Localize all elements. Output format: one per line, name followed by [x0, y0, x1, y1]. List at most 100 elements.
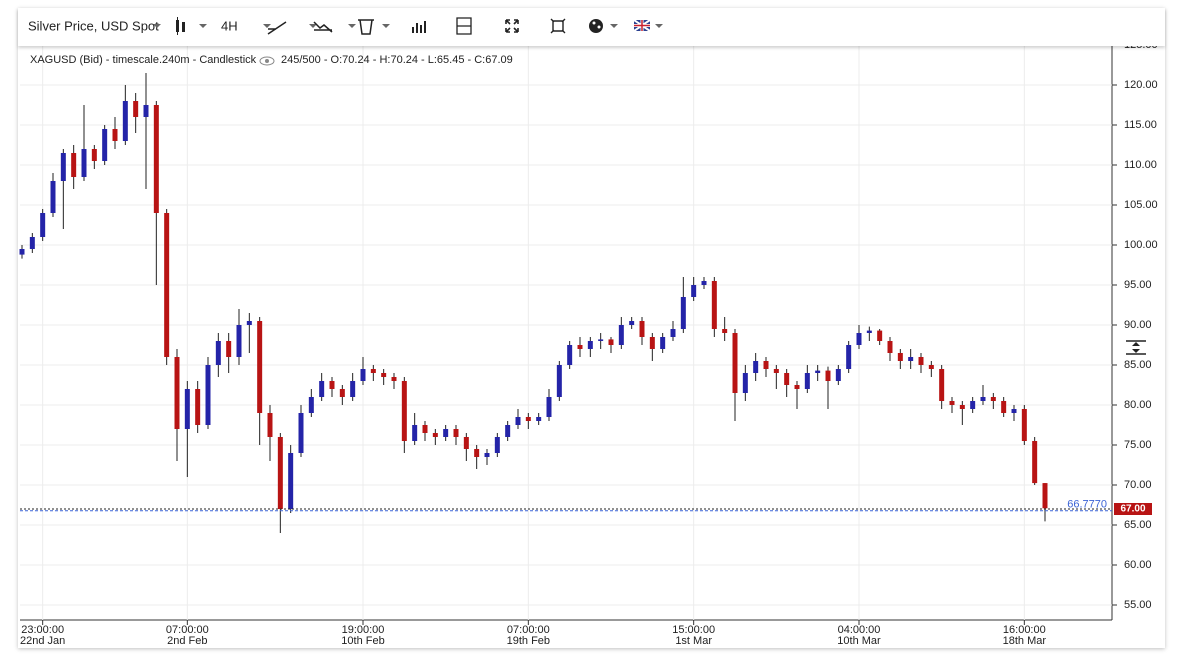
- candle-body: [350, 381, 356, 397]
- candle-body: [639, 321, 645, 337]
- candle-body: [381, 373, 387, 377]
- candle-body: [856, 333, 862, 345]
- candle-body: [257, 321, 263, 413]
- candle-body: [474, 449, 480, 457]
- fit-button[interactable]: [550, 18, 566, 34]
- draw-line-button[interactable]: [267, 21, 287, 35]
- candle-body: [391, 377, 397, 381]
- layout-button[interactable]: [456, 17, 472, 35]
- candle-body: [567, 345, 573, 365]
- candle-body: [133, 101, 139, 117]
- fullscreen-button[interactable]: [505, 19, 519, 33]
- eye-icon[interactable]: [259, 56, 275, 66]
- y-tick-label: 75.00: [1124, 439, 1152, 451]
- candle-body: [846, 345, 852, 369]
- candle-body: [577, 345, 583, 349]
- x-tick-date: 10th Feb: [341, 635, 384, 647]
- candle-body: [980, 397, 986, 401]
- candle-body: [763, 361, 769, 369]
- candle-body: [122, 101, 128, 141]
- candle-body: [701, 281, 707, 285]
- candle-body: [598, 339, 604, 341]
- candle-body: [908, 357, 914, 361]
- candle-body: [298, 413, 304, 453]
- candle-body: [536, 417, 542, 421]
- candle-body: [226, 341, 232, 357]
- candle-body: [112, 129, 118, 141]
- x-tick-date: 10th Mar: [837, 635, 881, 647]
- volume-button[interactable]: [412, 21, 426, 33]
- candle-body: [918, 357, 924, 365]
- candle-body: [608, 339, 614, 345]
- x-tick-label: 16:00:00: [1003, 624, 1046, 636]
- candle-body: [19, 249, 25, 255]
- candle-body: [453, 429, 459, 437]
- candle-body: [815, 370, 821, 373]
- candle-body: [546, 397, 552, 417]
- last-price-tag: [1114, 503, 1152, 515]
- candle-body: [422, 425, 428, 433]
- candle-body: [412, 425, 418, 441]
- candle-body: [753, 361, 759, 373]
- candle-body: [153, 105, 159, 213]
- x-tick-label: 15:00:00: [672, 624, 715, 636]
- y-tick-label: 120.00: [1124, 79, 1158, 91]
- toolbar-icons: Silver Price, USD Spot 4H: [28, 17, 663, 35]
- candle-body: [205, 365, 211, 425]
- candle-body: [102, 129, 108, 161]
- delete-button[interactable]: [358, 19, 374, 35]
- y-tick-label: 100.00: [1124, 239, 1158, 251]
- candle-body: [928, 365, 934, 369]
- candle-body: [236, 325, 242, 357]
- candle-body: [215, 341, 221, 365]
- candle-body: [1001, 401, 1007, 413]
- bid-label: 66.7770: [1067, 499, 1107, 511]
- chart-title: XAGUSD (Bid) - timescale.240m - Candlest…: [30, 54, 257, 66]
- instrument-select[interactable]: Silver Price, USD Spot: [28, 18, 159, 33]
- candle-body: [288, 453, 294, 509]
- indicator-button[interactable]: [313, 21, 333, 33]
- candle-body: [784, 373, 790, 385]
- candle-body: [660, 337, 666, 349]
- candle-body: [494, 437, 500, 453]
- candle-body: [81, 149, 87, 177]
- candle-body: [29, 237, 35, 249]
- candle-type-button[interactable]: [176, 17, 185, 35]
- toolbar: Silver Price, USD Spot 4H: [18, 8, 1165, 46]
- candle-body: [877, 330, 883, 341]
- candle-body: [680, 297, 686, 329]
- candle-body: [91, 149, 97, 161]
- candle-body: [505, 425, 511, 437]
- x-tick-label: 19:00:00: [342, 624, 385, 636]
- candle-body: [794, 385, 800, 389]
- candle-body: [195, 389, 201, 425]
- theme-button[interactable]: [589, 19, 603, 33]
- candle-body: [463, 437, 469, 449]
- candle-body: [143, 105, 149, 117]
- candle-body: [174, 357, 180, 429]
- candle-body: [432, 433, 438, 437]
- x-tick-date: 1st Mar: [675, 635, 712, 647]
- dropdown-carets: [153, 24, 663, 28]
- candle-body: [825, 370, 831, 381]
- y-tick-label: 90.00: [1124, 319, 1152, 331]
- candle-body: [308, 397, 314, 413]
- y-tick-label: 55.00: [1124, 599, 1152, 611]
- x-tick-label: 23:00:00: [21, 624, 64, 636]
- candle-body: [370, 369, 376, 373]
- candle-body: [40, 213, 46, 237]
- candle-body: [742, 373, 748, 393]
- candle-body: [184, 389, 190, 429]
- candle-body: [939, 369, 945, 401]
- candle-body: [484, 453, 490, 457]
- y-tick-label: 65.00: [1124, 519, 1152, 531]
- candle-body: [267, 413, 273, 437]
- x-tick-date: 22nd Jan: [20, 635, 65, 647]
- candle-body: [732, 333, 738, 393]
- timeframe-select[interactable]: 4H: [221, 18, 238, 33]
- scale-handle[interactable]: [1126, 340, 1146, 355]
- language-button[interactable]: [633, 19, 651, 32]
- x-tick-date: 19th Feb: [507, 635, 550, 647]
